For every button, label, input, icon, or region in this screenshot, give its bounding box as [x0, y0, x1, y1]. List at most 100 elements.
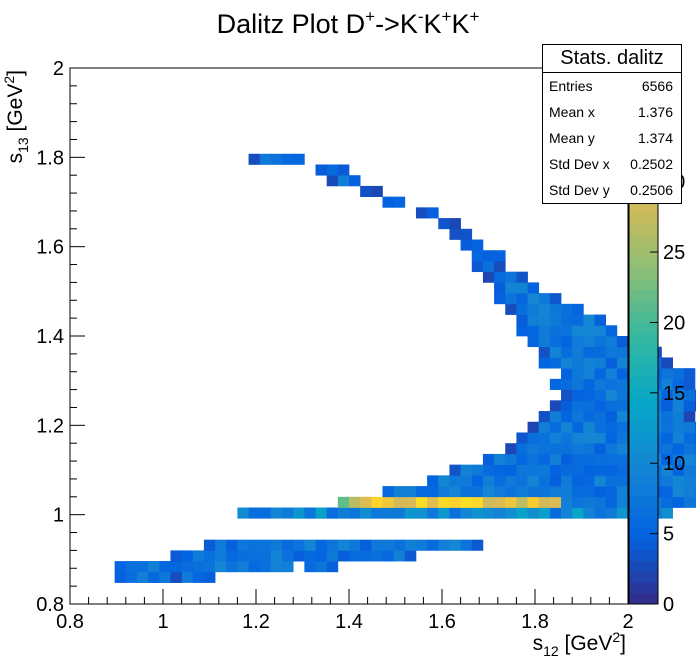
- heatmap-cell: [215, 561, 227, 573]
- heatmap-cell: [527, 475, 540, 487]
- heatmap-cell: [583, 475, 595, 487]
- heatmap-cell: [572, 464, 584, 476]
- heatmap-cell: [661, 496, 673, 508]
- y-tick-label: 1.6: [36, 237, 64, 259]
- heatmap-cell: [583, 486, 595, 498]
- heatmap-cell: [114, 561, 127, 573]
- heatmap-cell: [326, 507, 339, 519]
- heatmap-cell: [594, 378, 607, 390]
- color-scale-step: [629, 473, 658, 486]
- heatmap-cell: [561, 443, 573, 455]
- heatmap-cell: [248, 561, 261, 573]
- color-scale-step: [629, 289, 658, 301]
- stats-box: Stats. dalitz Entries 6566 Mean x 1.376 Me…: [542, 44, 682, 204]
- heatmap-cell: [494, 282, 506, 294]
- color-scale-step: [629, 235, 658, 247]
- heatmap-cell: [337, 164, 350, 176]
- heatmap-cell: [159, 561, 171, 573]
- heatmap-cell: [181, 561, 194, 573]
- color-scale-step: [629, 246, 658, 258]
- color-scale-step: [629, 365, 658, 377]
- heatmap-cell: [572, 346, 584, 358]
- heatmap-cell: [549, 496, 562, 508]
- heatmap-cell: [449, 507, 461, 519]
- heatmap-cell: [561, 453, 573, 465]
- heatmap-cell: [683, 389, 696, 401]
- heatmap-cell: [527, 486, 540, 498]
- heatmap-cell: [605, 464, 618, 476]
- heatmap-cell: [259, 561, 272, 573]
- heatmap-cell: [203, 571, 216, 583]
- y-axis-label: s13 [GeV2]: [1, 70, 31, 163]
- heatmap-cell: [694, 432, 696, 444]
- heatmap-cell: [482, 464, 495, 476]
- color-scale-step: [629, 387, 658, 399]
- heatmap-cell: [471, 250, 484, 262]
- chart-title: Dalitz Plot D+->K-K+K+: [217, 7, 480, 39]
- heatmap-cell: [583, 346, 595, 358]
- heatmap-cell: [561, 507, 573, 519]
- heatmap-cell: [572, 475, 584, 487]
- heatmap-cell: [516, 453, 528, 465]
- heatmap-cell: [349, 550, 361, 562]
- heatmap-cell: [538, 314, 551, 326]
- heatmap-cell: [561, 368, 573, 380]
- heatmap-cell: [616, 346, 629, 358]
- heatmap-cell: [125, 561, 138, 573]
- heatmap-cell: [616, 432, 629, 444]
- heatmap-cell: [516, 293, 528, 305]
- heatmap-cell: [170, 561, 182, 573]
- heatmap-cell: [605, 411, 618, 423]
- heatmap-cell: [393, 550, 406, 562]
- heatmap-cell: [449, 228, 461, 240]
- heatmap-cell: [538, 336, 551, 348]
- heatmap-cell: [538, 486, 551, 498]
- heatmap-cell: [594, 389, 607, 401]
- heatmap-cell: [304, 539, 316, 551]
- color-scale-step: [629, 333, 658, 345]
- heatmap-cell: [471, 464, 484, 476]
- heatmap-cell: [538, 496, 551, 508]
- heatmap-cell: [549, 432, 562, 444]
- heatmap-cell: [594, 475, 607, 487]
- heatmap-cell: [471, 239, 484, 251]
- heatmap-cell: [605, 443, 618, 455]
- heatmap-cell: [561, 357, 573, 369]
- heatmap-cell: [505, 443, 517, 455]
- heatmap-cell: [326, 175, 339, 187]
- heatmap-cell: [427, 475, 439, 487]
- stats-label: Std Dev y: [549, 182, 610, 198]
- heatmap-cell: [516, 507, 528, 519]
- heatmap-cell: [337, 175, 350, 187]
- heatmap-cell: [572, 486, 584, 498]
- heatmap-cell: [215, 539, 227, 551]
- heatmap-cell: [683, 378, 696, 390]
- x-tick-label: 1.4: [335, 611, 363, 633]
- heatmap-cell: [494, 250, 506, 262]
- heatmap-cell: [616, 378, 629, 390]
- heatmap-cell: [683, 464, 696, 476]
- heatmap-cell: [694, 443, 696, 455]
- heatmap-cell: [215, 550, 227, 562]
- color-scale-step: [629, 441, 658, 453]
- heatmap-cell: [315, 561, 328, 573]
- heatmap-cell: [181, 571, 194, 583]
- heatmap-cell: [605, 496, 618, 508]
- heatmap-cell: [672, 378, 685, 390]
- heatmap-cell: [583, 378, 595, 390]
- heatmap-cell: [549, 443, 562, 455]
- heatmap-cell: [404, 507, 417, 519]
- heatmap-cell: [605, 400, 618, 412]
- heatmap-cell: [549, 400, 562, 412]
- heatmap-cell: [583, 336, 595, 348]
- heatmap-cell: [516, 271, 528, 283]
- heatmap-cell: [449, 218, 461, 230]
- heatmap-cell: [326, 550, 339, 562]
- heatmap-cell: [494, 496, 506, 508]
- heatmap-cell: [572, 368, 584, 380]
- heatmap-cell: [694, 496, 696, 508]
- heatmap-cell: [304, 550, 316, 562]
- heatmap-cell: [605, 368, 618, 380]
- heatmap-cell: [471, 539, 484, 551]
- heatmap-cell: [583, 314, 595, 326]
